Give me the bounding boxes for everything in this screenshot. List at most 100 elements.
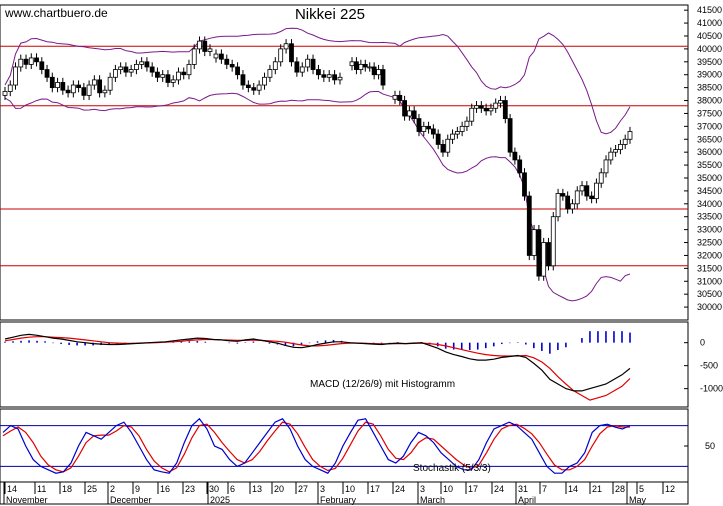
day-tick-label: 24 (395, 484, 405, 494)
price-tick-label: 30500 (697, 289, 722, 299)
candle-body (536, 229, 542, 277)
candle-body (118, 66, 124, 70)
candle-body (213, 53, 219, 59)
candle-body (459, 125, 465, 132)
month-label: February (320, 495, 357, 505)
candles (2, 36, 633, 281)
price-tick-label: 39500 (697, 57, 722, 67)
candle-body (358, 63, 364, 70)
price-tick-label: 38000 (697, 96, 722, 106)
day-tick-label: 12 (665, 484, 675, 494)
stochastics-indicator: 50 (0, 417, 715, 474)
candle-body (371, 66, 377, 76)
candle-body (176, 71, 181, 81)
macd-indicator: 0 -500 -1000 (4, 331, 723, 401)
candle-body (426, 125, 431, 130)
candle-body (332, 74, 338, 81)
candle-body (584, 185, 590, 197)
day-tick-label: 27 (298, 484, 308, 494)
candle-body (349, 61, 355, 67)
day-tick-label: 2 (110, 484, 115, 494)
stoch-label: Stochastik (5/3/3) (413, 463, 491, 474)
day-tick-label: 11 (37, 484, 46, 494)
candle-body (7, 84, 13, 92)
macd-panel (0, 321, 689, 408)
candle-body (565, 195, 571, 210)
candle-body (278, 48, 284, 63)
candle-body (618, 144, 623, 150)
candle-body (256, 84, 262, 91)
candle-body (440, 144, 446, 153)
candle-body (170, 79, 176, 83)
candle-body (86, 84, 92, 96)
candle-body (502, 100, 508, 120)
candle-body (435, 133, 441, 145)
day-tick-label: 14 (7, 484, 17, 494)
candle-body (139, 61, 145, 65)
candle-body (18, 58, 24, 68)
candle-body (392, 94, 398, 100)
candle-body (97, 79, 103, 94)
candle-body (627, 131, 633, 140)
candle-body (65, 89, 71, 94)
candle-body (218, 53, 224, 60)
candle-body (144, 61, 150, 68)
candle-body (160, 74, 166, 78)
day-tick-label: 18 (62, 484, 72, 494)
candle-body (305, 58, 311, 68)
candle-body (283, 43, 289, 50)
candle-body (294, 61, 300, 73)
price-tick-label: 36000 (697, 147, 722, 157)
candle-body (541, 242, 547, 277)
price-tick-label: 34500 (697, 186, 722, 196)
candle-body (240, 74, 246, 86)
candle-body (478, 105, 484, 109)
candle-body (112, 69, 118, 78)
stoch-k-line (2, 417, 631, 474)
day-tick-label: 3 (420, 484, 425, 494)
candle-body (316, 69, 321, 76)
day-tick-label: 6 (230, 484, 235, 494)
candle-body (197, 40, 202, 50)
candle-body (421, 125, 427, 132)
candle-body (123, 66, 129, 73)
candle-body (488, 107, 494, 112)
candle-body (310, 58, 316, 70)
day-tick-label: 16 (160, 484, 170, 494)
candle-body (289, 43, 294, 63)
candle-body (149, 66, 155, 73)
candle-body (464, 120, 470, 127)
candle-body (526, 195, 532, 256)
candle-body (445, 138, 451, 153)
candle-body (76, 84, 81, 89)
candle-body (603, 159, 609, 174)
candle-body (235, 66, 240, 76)
candle-body (608, 151, 614, 161)
candle-body (474, 105, 479, 109)
candle-body (380, 69, 386, 86)
day-tick-label: 30 (209, 484, 219, 494)
candle-body (560, 193, 566, 197)
candle-body (299, 66, 305, 73)
candle-body (60, 82, 66, 91)
bollinger-upper (4, 27, 631, 135)
chart-title: Nikkei 225 (295, 6, 365, 23)
day-tick-label: 17 (370, 484, 380, 494)
day-tick-label: 25 (87, 484, 97, 494)
day-tick-label: 17 (468, 484, 478, 494)
price-tick-label: 35000 (697, 173, 722, 183)
candle-body (23, 58, 29, 65)
candle-body (321, 74, 327, 78)
candle-body (450, 133, 455, 140)
candle-body (622, 138, 628, 145)
candle-body (517, 159, 523, 174)
day-tick-label: 24 (494, 484, 504, 494)
candle-body (402, 100, 407, 117)
candle-body (493, 102, 499, 109)
day-tick-label: 13 (252, 484, 262, 494)
candle-body (2, 91, 8, 96)
candle-body (376, 69, 381, 76)
price-tick-label: 34000 (697, 199, 722, 209)
day-tick-label: 10 (443, 484, 453, 494)
candle-body (70, 84, 76, 94)
